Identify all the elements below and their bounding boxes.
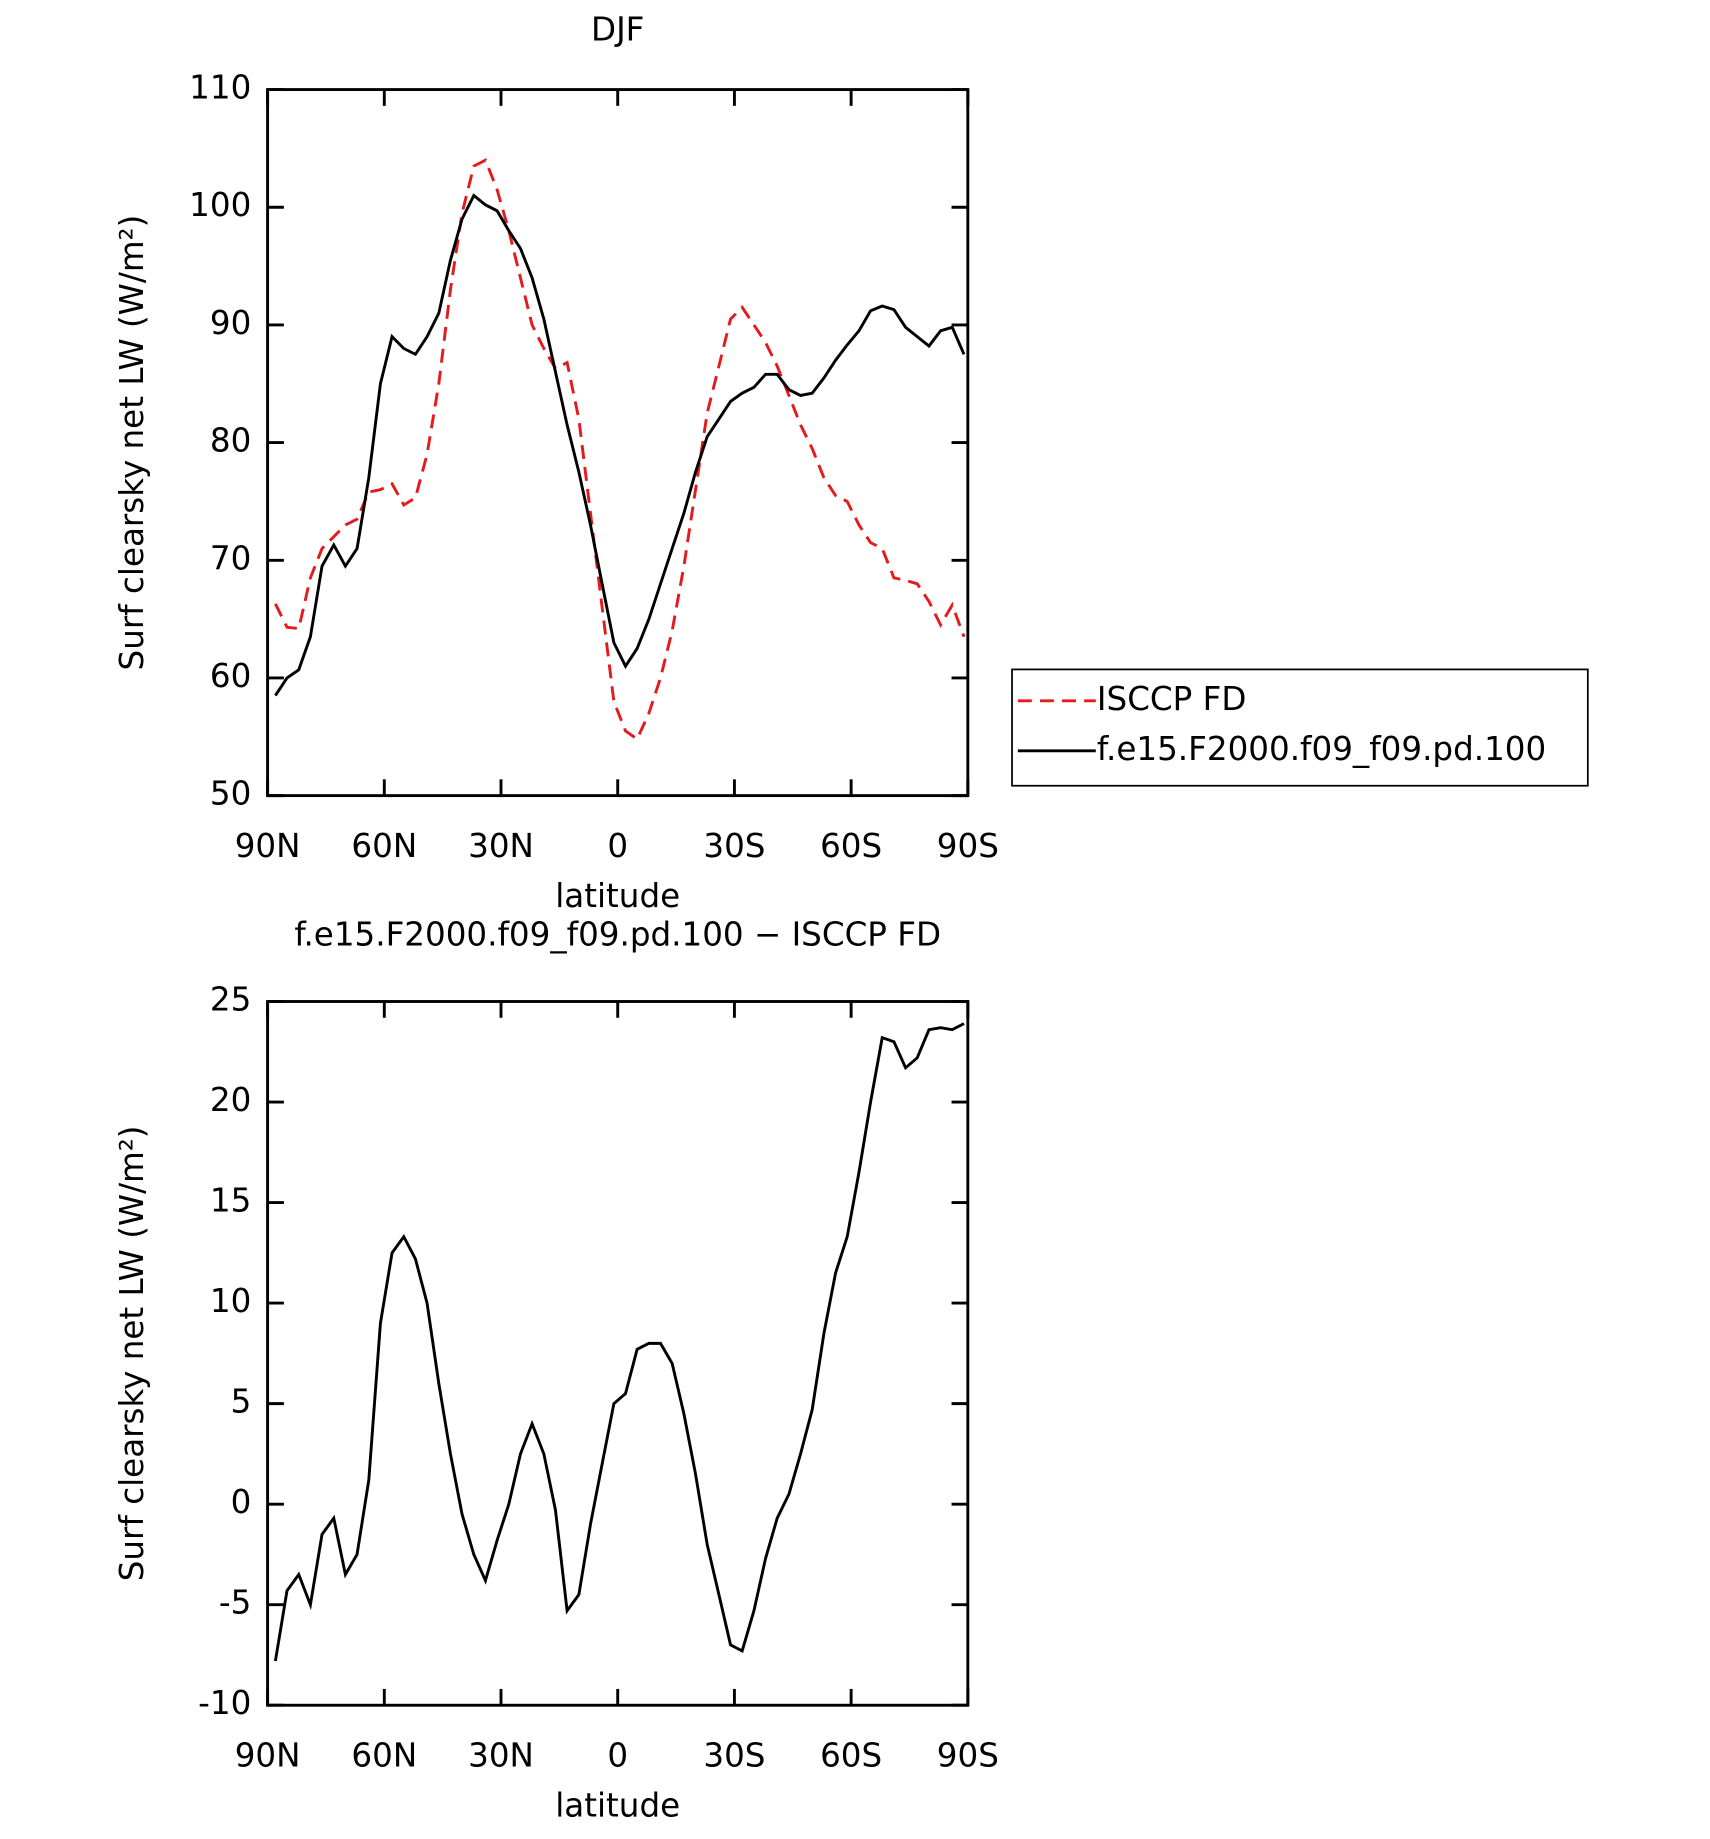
- y-tick-label: 100: [189, 186, 251, 224]
- legend-box: [1011, 668, 1589, 787]
- x-tick-label: 30N: [468, 827, 534, 865]
- y-axis-label: Surf clearsky net LW (W/m²): [113, 215, 151, 671]
- y-axis-label: Surf clearsky net LW (W/m²): [113, 1126, 151, 1582]
- y-tick-label: -5: [219, 1584, 251, 1622]
- plot-frame: [266, 88, 970, 798]
- plot-frame: [266, 1000, 970, 1707]
- y-tick-label: 90: [210, 304, 251, 342]
- legend: ISCCP FD f.e15.F2000.f09_f09.pd.100: [1011, 668, 1589, 787]
- x-tick-label: 60N: [351, 827, 417, 865]
- x-tick-label: 90S: [937, 1737, 999, 1775]
- chart-title: f.e15.F2000.f09_f09.pd.100 − ISCCP FD: [294, 915, 941, 953]
- y-tick-label: 50: [210, 775, 251, 813]
- y-tick-label: 60: [210, 657, 251, 695]
- data-line: [273, 1022, 965, 1662]
- x-tick-label: 60S: [820, 827, 882, 865]
- y-tick-label: 80: [210, 422, 251, 460]
- x-axis-label: latitude: [555, 877, 680, 915]
- y-tick-label: 25: [210, 981, 251, 1019]
- y-tick-label: 0: [231, 1483, 252, 1521]
- x-tick-label: 30N: [468, 1737, 534, 1775]
- y-tick-label: 70: [210, 539, 251, 577]
- legend-label: f.e15.F2000.f09_f09.pd.100: [1097, 730, 1546, 768]
- chart-title: DJF: [591, 10, 644, 48]
- data-line: [274, 158, 966, 742]
- y-tick-label: 110: [189, 69, 251, 107]
- y-tick-label: 10: [210, 1282, 251, 1320]
- x-tick-label: 60S: [820, 1737, 882, 1775]
- x-tick-label: 0: [607, 1737, 628, 1775]
- x-tick-label: 30S: [703, 1737, 765, 1775]
- x-tick-label: 30S: [703, 827, 765, 865]
- y-tick-label: -10: [198, 1684, 251, 1722]
- data-line: [274, 193, 966, 697]
- y-tick-label: 15: [210, 1182, 251, 1220]
- legend-label: ISCCP FD: [1097, 680, 1246, 718]
- x-tick-label: 0: [607, 827, 628, 865]
- x-tick-label: 90N: [235, 827, 301, 865]
- y-tick-label: 5: [231, 1383, 252, 1421]
- x-tick-label: 60N: [351, 1737, 417, 1775]
- x-axis-label: latitude: [555, 1787, 680, 1825]
- x-tick-label: 90S: [937, 827, 999, 865]
- x-tick-label: 90N: [235, 1737, 301, 1775]
- y-tick-label: 20: [210, 1081, 251, 1119]
